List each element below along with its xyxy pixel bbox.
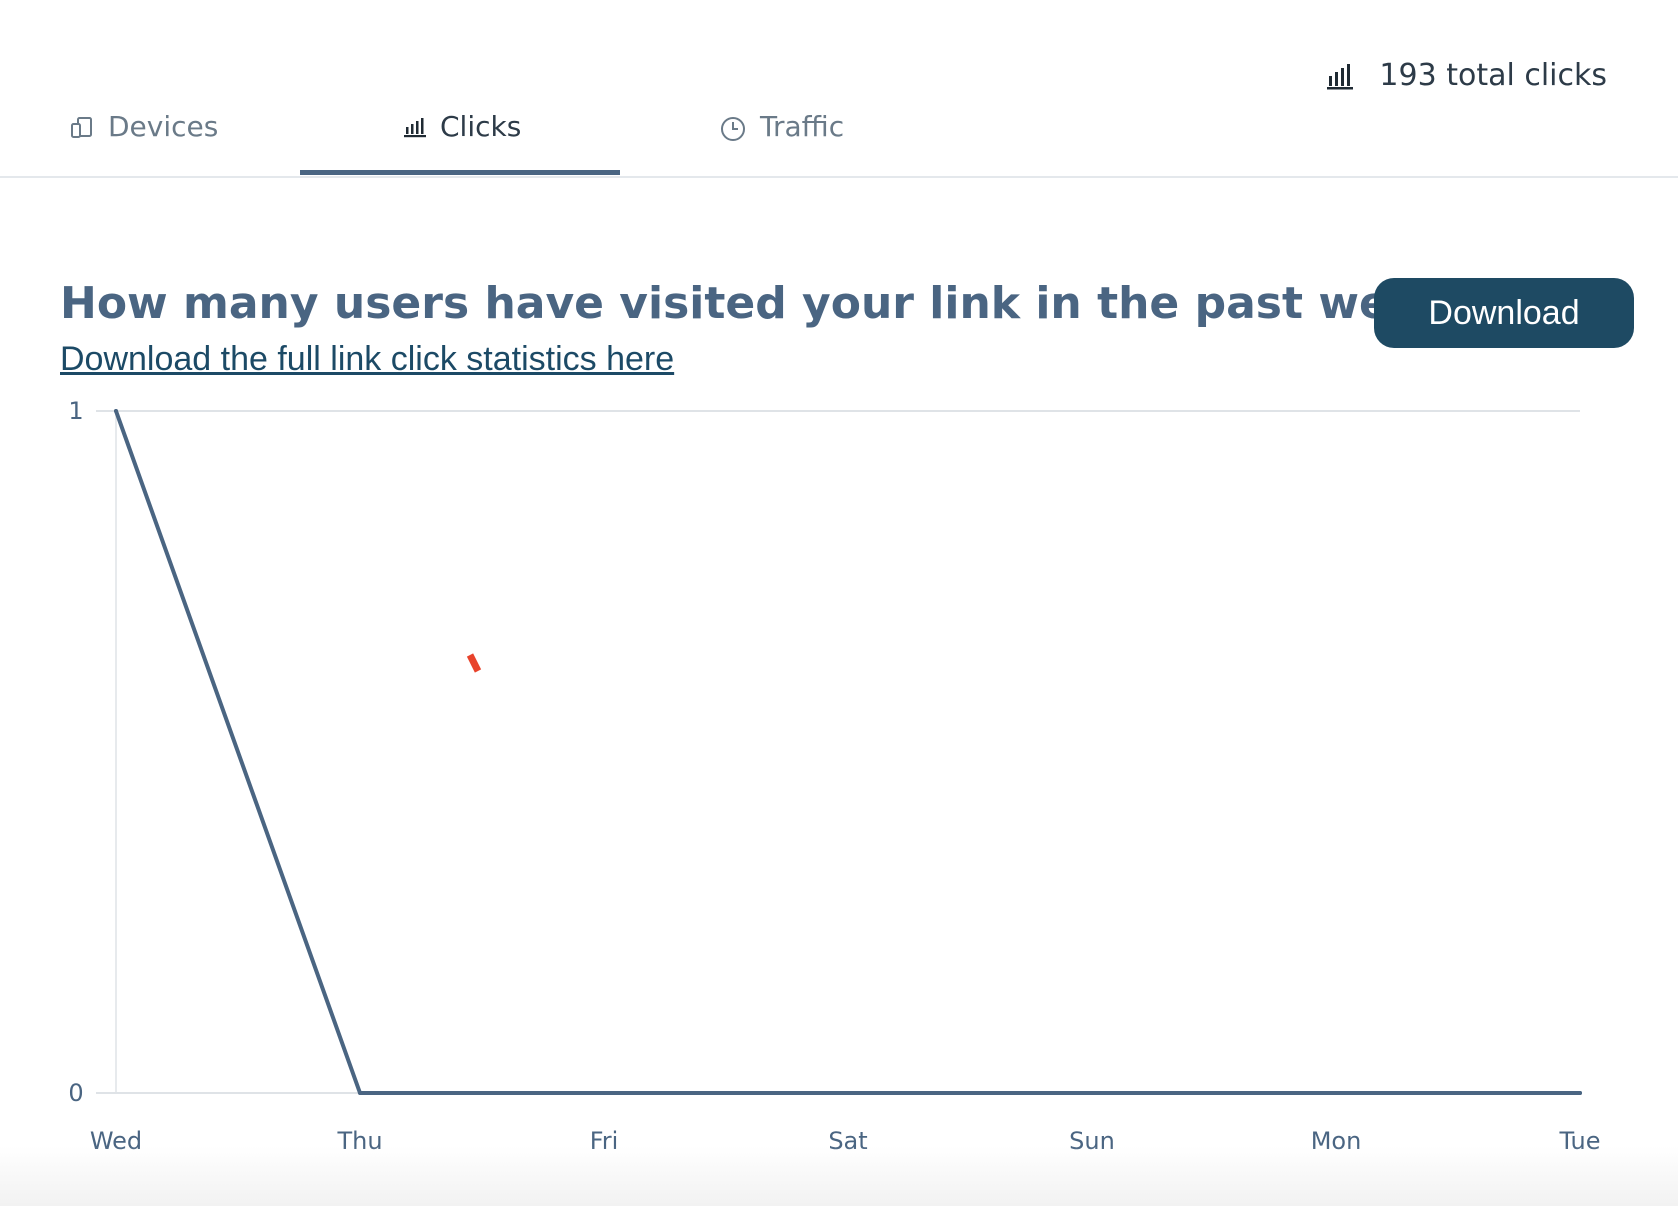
- data-point: [1334, 1091, 1338, 1095]
- chart-grid: [96, 410, 1580, 1094]
- download-button[interactable]: Download: [1374, 278, 1634, 348]
- tab-clicks[interactable]: Clicks: [404, 110, 521, 176]
- bar-chart-icon: [404, 110, 426, 138]
- tab-traffic[interactable]: Traffic: [720, 110, 844, 176]
- chart-marks: [114, 409, 1582, 1095]
- data-point: [358, 1091, 362, 1095]
- total-clicks-summary: 193 total clicks: [1327, 58, 1607, 93]
- y-tick-label: 1: [68, 397, 83, 425]
- download-statistics-link[interactable]: Download the full link click statistics …: [60, 340, 675, 378]
- data-point: [1578, 1091, 1582, 1095]
- tab-traffic-label: Traffic: [760, 110, 845, 143]
- active-tab-indicator: [300, 170, 620, 175]
- footer-shade: [0, 1146, 1678, 1206]
- bar-chart-icon: [1327, 62, 1354, 90]
- clicks-series-line: [114, 409, 1582, 1095]
- data-point: [1090, 1091, 1094, 1095]
- devices-icon: [70, 110, 94, 140]
- tab-devices-label: Devices: [108, 110, 219, 143]
- total-clicks-label: 193 total clicks: [1379, 58, 1607, 93]
- tab-bar: Devices Clicks Traffic: [0, 90, 1678, 178]
- data-point: [602, 1091, 606, 1095]
- red-marker: [466, 653, 482, 673]
- page-title: How many users have visited your link in…: [60, 278, 1474, 329]
- tab-devices[interactable]: Devices: [70, 110, 218, 176]
- data-point: [114, 409, 118, 413]
- tab-clicks-label: Clicks: [440, 110, 522, 143]
- y-tick-label: 0: [68, 1079, 83, 1107]
- data-point: [846, 1091, 850, 1095]
- clock-icon: [720, 110, 746, 142]
